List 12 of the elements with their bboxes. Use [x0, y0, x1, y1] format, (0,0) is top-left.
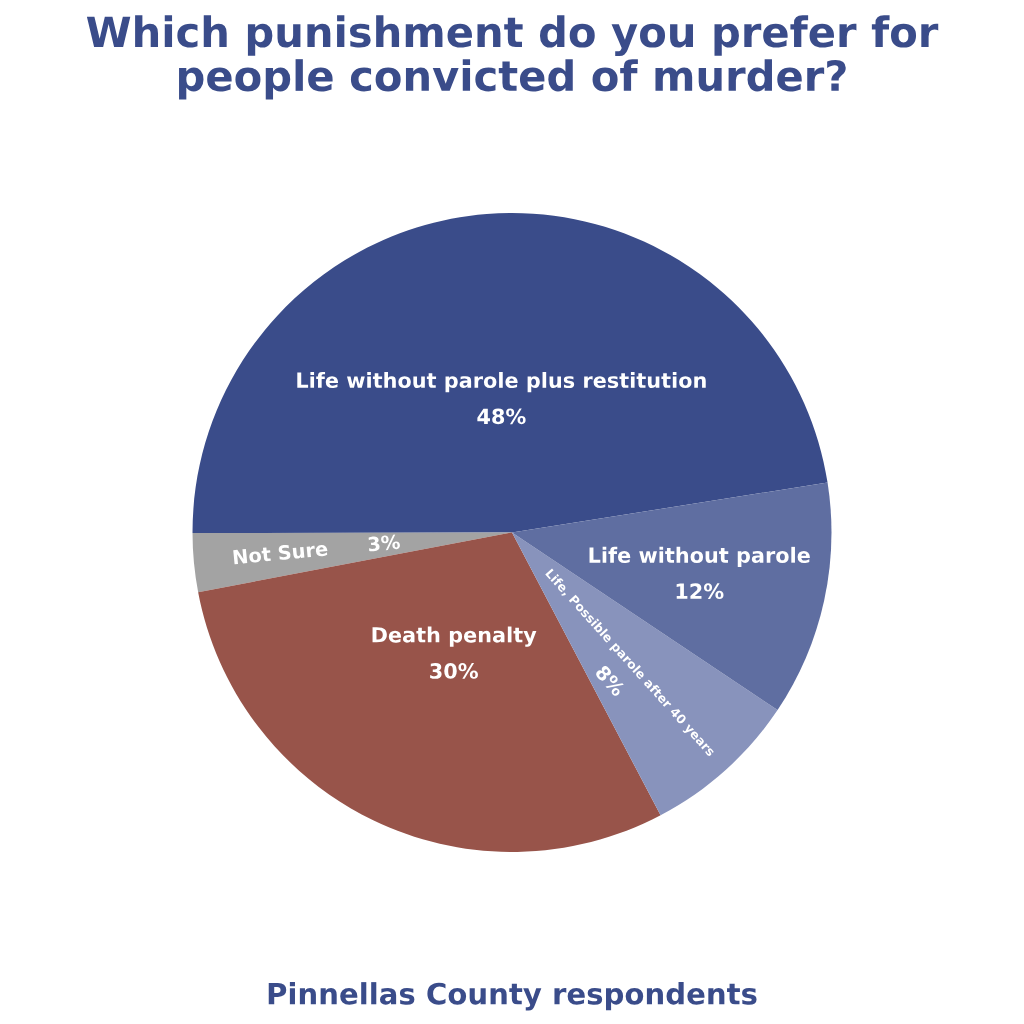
slice-label: Not Sure: [233, 541, 328, 565]
pie-slice: [192, 532, 512, 593]
slice-label: Life without parole: [589, 546, 810, 568]
pie-slice: [192, 213, 828, 533]
data-label: 30%: [430, 663, 478, 679]
slice-label: Death penalty: [372, 626, 537, 647]
data-label: 3%: [367, 534, 401, 552]
slice-label: Life without parole plus restitution: [297, 371, 706, 393]
chart-title: Which punishment do you prefer for people convicted of murder?: [86, 15, 939, 100]
text: Pinnellas County respondents: [268, 982, 757, 1011]
data-label: 48%: [477, 408, 526, 425]
data-label: 12%: [676, 583, 724, 600]
